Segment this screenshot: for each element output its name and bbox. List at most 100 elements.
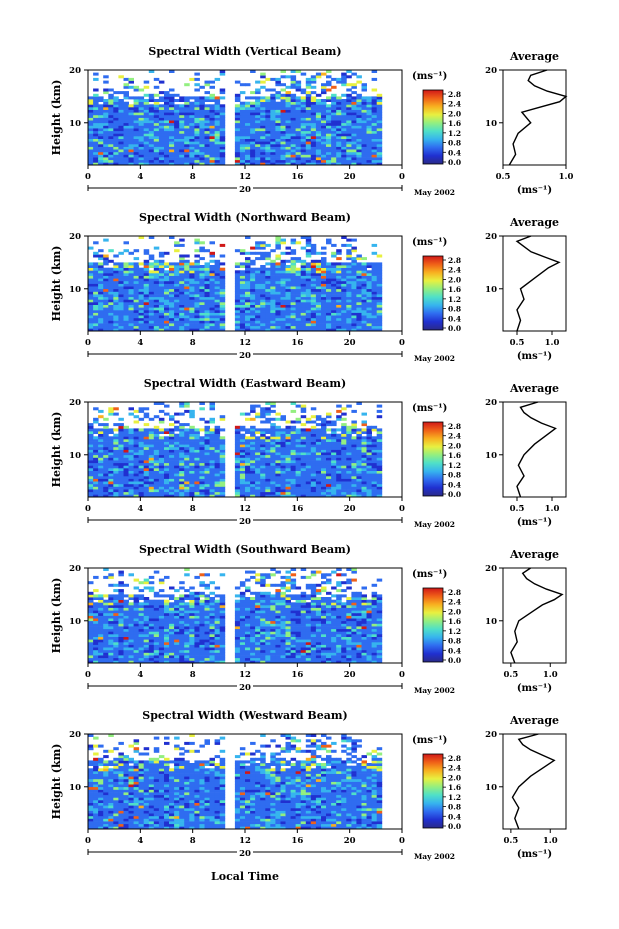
heatmap-cell [108, 136, 114, 139]
heatmap-cell [239, 452, 246, 456]
heatmap-cell [295, 286, 302, 290]
heatmap-cell [295, 136, 302, 139]
heatmap-cell [153, 299, 160, 303]
heatmap-cell [179, 325, 185, 329]
heatmap-cell [148, 254, 155, 258]
heatmap-cell [336, 128, 342, 132]
heatmap-cell [158, 325, 165, 329]
heatmap-cell [108, 294, 114, 298]
heatmap-cell [315, 438, 322, 442]
heatmap-cell [179, 272, 185, 276]
heatmap-cell [321, 157, 327, 161]
heatmap-cell [88, 431, 94, 434]
heatmap-cell [331, 99, 337, 102]
heatmap-cell [133, 296, 140, 300]
heatmap-cell [270, 270, 276, 274]
heatmap-cell [265, 296, 271, 300]
heatmap-cell [88, 423, 94, 427]
heatmap-cell [255, 120, 261, 124]
heatmap-cell [250, 146, 256, 150]
heatmap-cell [321, 130, 327, 134]
heatmap-cell [158, 122, 165, 126]
heatmap-cell [184, 288, 190, 292]
heatmap-cell [209, 315, 215, 319]
heatmap-cell [326, 117, 332, 121]
heatmap-cell [128, 660, 134, 664]
heatmap-cell [239, 436, 246, 440]
heatmap-cell [295, 283, 302, 287]
heatmap-cell [290, 280, 297, 284]
heatmap-cell [305, 433, 312, 437]
heatmap-cell [361, 278, 367, 282]
heatmap-cell [179, 486, 185, 490]
heatmap-cell [305, 149, 312, 153]
heatmap-cell [113, 146, 119, 150]
heatmap-cell [376, 133, 383, 137]
heatmap-cell [234, 433, 241, 437]
heatmap-cell [138, 109, 145, 113]
heatmap-cell [184, 128, 190, 132]
heatmap-cell [361, 325, 367, 329]
heatmap-cell [265, 151, 271, 155]
heatmap-cell [366, 317, 372, 321]
heatmap-cell [128, 309, 134, 313]
heatmap-cell [148, 128, 155, 132]
heatmap-cell [158, 304, 165, 308]
heatmap-cell [113, 449, 119, 453]
heatmap-cell [138, 481, 145, 485]
heatmap-cell [143, 275, 150, 279]
heatmap-cell [280, 323, 286, 327]
heatmap-cell [93, 128, 99, 132]
heatmap-cell [371, 149, 378, 153]
heatmap-cell [103, 270, 109, 274]
heatmap-cell [341, 280, 347, 284]
heatmap-cell [275, 486, 281, 490]
heatmap-cell [310, 157, 317, 161]
heatmap-cell [88, 122, 94, 126]
heatmap-cell [305, 254, 312, 258]
heatmap-cell [280, 460, 286, 464]
heatmap-cell [214, 452, 221, 456]
heatmap-cell [351, 315, 357, 319]
heatmap-cell [103, 444, 109, 448]
heatmap-cell [153, 151, 160, 155]
heatmap-cell [164, 489, 170, 493]
heatmap-cell [270, 409, 276, 413]
heatmap-cell [260, 254, 266, 258]
heatmap-cell [336, 454, 342, 458]
heatmap-cell [290, 468, 297, 471]
average-x-tick-label: 1.0 [545, 504, 560, 514]
heatmap-cell [93, 275, 99, 279]
heatmap-cell [255, 309, 261, 313]
heatmap-cell [204, 146, 210, 150]
heatmap-cell [295, 267, 302, 271]
heatmap-cell [275, 462, 281, 466]
heatmap-cell [234, 436, 241, 440]
heatmap-cell [204, 114, 210, 118]
heatmap-cell [153, 481, 160, 485]
heatmap-cell [290, 112, 297, 116]
heatmap-cell [310, 302, 317, 305]
heatmap-cell [280, 462, 286, 466]
heatmap-cell [118, 320, 124, 324]
heatmap-cell [341, 114, 347, 118]
heatmap-cell [138, 278, 145, 282]
heatmap-cell [321, 420, 327, 424]
heatmap-cell [315, 154, 322, 158]
heatmap-cell [179, 452, 185, 456]
heatmap-cell [113, 272, 119, 276]
heatmap-cell [321, 315, 327, 319]
heatmap-cell [275, 120, 281, 124]
heatmap-cell [280, 299, 286, 303]
heatmap-cell [376, 272, 383, 276]
heatmap-cell [265, 309, 271, 313]
heatmap-cell [138, 291, 145, 295]
heatmap-cell [88, 302, 94, 305]
heatmap-cell [371, 462, 378, 466]
heatmap-cell [88, 128, 94, 132]
heatmap-cell [103, 159, 109, 163]
heatmap-cell [133, 420, 140, 424]
heatmap-cell [250, 130, 256, 134]
heatmap-cell [265, 444, 271, 448]
heatmap-cell [315, 446, 322, 450]
